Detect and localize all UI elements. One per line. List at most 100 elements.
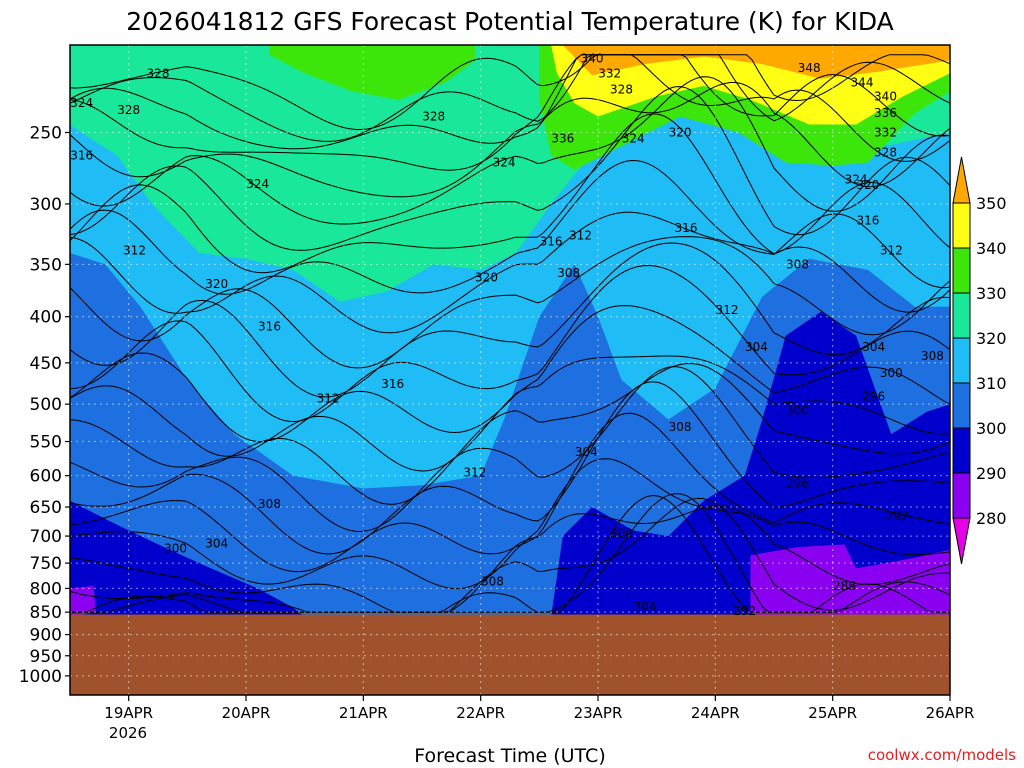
contour-label: 312 [716,303,739,317]
contour-label: 320 [856,178,879,192]
y-tick-label: 650 [30,498,62,518]
isentrope-line [70,412,950,573]
y-tick-label: 450 [30,354,62,374]
isentrope-line [70,362,950,505]
field-band-280-290-b [750,544,950,617]
contour-label: 292 [733,604,756,618]
colorbar: 280 290 300 310 320 330 340 350 [952,156,1007,565]
isentrope-line [70,82,950,198]
colorbar-segment [952,382,971,429]
contour-label: 312 [317,392,340,406]
contour-label: 300 [880,366,903,380]
contour-label: 296 [786,476,809,490]
contour-label: 308 [669,420,692,434]
colorbar-label: 350 [976,194,1007,213]
contour-label: 328 [422,110,445,124]
contour-label: 300 [786,403,809,417]
contour-label: 308 [258,497,281,511]
contour-label: 320 [205,277,228,291]
contour-label: 304 [745,340,768,354]
colorbar-segment [952,472,971,519]
isentrope-line [70,242,950,398]
contour-label: 348 [798,61,821,75]
y-tick-label: 350 [30,255,62,275]
contour-label: 308 [481,575,504,589]
contour-label: 316 [675,221,698,235]
colorbar-segment [952,292,971,339]
colorbar-min-arrow [952,517,971,565]
colorbar-segment [952,427,971,474]
isentrope-line [70,264,950,423]
isentrope-line [70,236,950,369]
contour-label: 288 [833,579,856,593]
chart-title: 2026041812 GFS Forecast Potential Temper… [126,7,894,36]
isentrope-line [70,366,950,533]
contour-label: 336 [551,132,574,146]
x-tick-label: 24APR [691,704,740,722]
colorbar-label: 280 [976,509,1007,528]
contour-label: 320 [669,126,692,140]
grid [70,45,950,695]
colorbar-segment [952,337,971,384]
contour-label: 328 [610,82,633,96]
contour-label: 320 [475,271,498,285]
y-tick-label: 900 [30,626,62,646]
contour-label: 340 [581,52,604,66]
isentrope-line [70,54,950,171]
colorbar-label: 290 [976,464,1007,483]
isentrope-line [70,86,950,251]
x-tick-label: 26APR [926,704,975,722]
field-band-280-290-a [70,585,96,617]
contour-label: 308 [557,266,580,280]
isentrope-line [70,54,950,142]
contour-label: 304 [862,340,885,354]
contour-label: 316 [540,234,563,248]
colorbar-label: 310 [976,374,1007,393]
x-tick-label: 22APR [456,704,505,722]
x-tick-label: 19APR [104,704,153,722]
y-tick-label: 800 [30,579,62,599]
isentrope-line [70,76,950,225]
contour-label: 304 [205,536,228,550]
x-axis-title: Forecast Time (UTC) [414,745,605,767]
isentrope-line [70,355,950,472]
contour-label: 316 [856,214,879,228]
y-tick-label: 600 [30,467,62,487]
y-tick-label: 700 [30,527,62,547]
x-tick-label: 21APR [339,704,388,722]
contour-label: 316 [381,377,404,391]
colorbar-label: 300 [976,419,1007,438]
contour-label: 312 [123,244,146,258]
isentrope-line [70,458,950,590]
contour-label: 300 [610,526,633,540]
y-tick-label: 500 [30,395,62,415]
field-band-290-300-b [551,311,950,617]
field-band-350-plus [562,45,950,79]
x-year-label: 2026 [109,724,147,742]
contour-label: 344 [851,75,874,89]
x-tick-label: 25APR [808,704,857,722]
contour-label: 328 [117,103,140,117]
isentrope-line [70,381,950,555]
colorbar-label: 340 [976,239,1007,258]
contour-label: 300 [164,542,187,556]
isentrope-line [70,505,950,613]
contour-label: 296 [862,389,885,403]
contour-label: 324 [70,96,93,110]
x-tick-label: 23APR [574,704,623,722]
isentrope-line [70,54,950,130]
contour-label: 308 [786,257,809,271]
isentrope-line [70,305,950,443]
plot-area: 3283243163283243123203163283243203163123… [70,45,950,695]
colorbar-segment [952,202,971,249]
field-band-330-340-a [269,45,475,100]
isentrope-line [70,497,950,613]
isentrope-line [70,159,950,295]
contour-label: 304 [633,600,656,614]
credit-label: coolwx.com/models [868,746,1016,764]
contour-label: 324 [493,156,516,170]
y-tick-label: 1000 [19,667,62,687]
y-axis: 250 300 350 400 450 500 550 600 650 700 750 800 850 9… [19,124,70,687]
contour-label: 292 [886,509,909,523]
